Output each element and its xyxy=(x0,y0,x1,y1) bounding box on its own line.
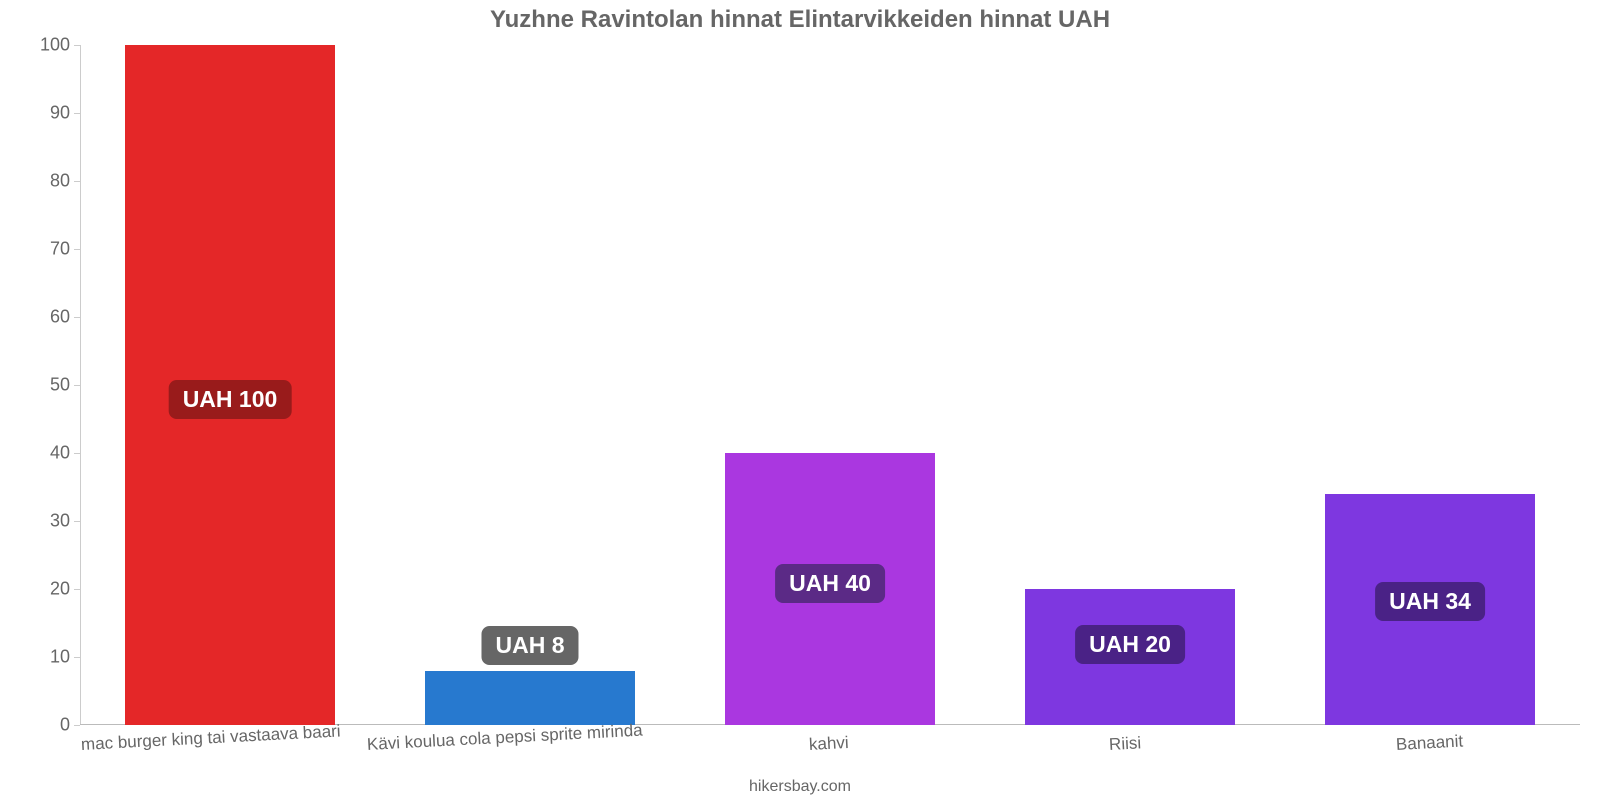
y-tick-label: 40 xyxy=(50,443,80,464)
y-tick-label: 90 xyxy=(50,103,80,124)
y-tick-label: 70 xyxy=(50,239,80,260)
bar-value-badge: UAH 20 xyxy=(1075,625,1185,664)
bar-value-badge: UAH 40 xyxy=(775,564,885,603)
bar: UAH 34 xyxy=(1325,494,1535,725)
x-tick-label: kahvi xyxy=(808,723,849,755)
y-tick-label: 80 xyxy=(50,171,80,192)
bar: UAH 40 xyxy=(725,453,935,725)
y-tick-label: 100 xyxy=(40,35,80,56)
bar-value-badge: UAH 8 xyxy=(481,626,578,665)
plot-area: UAH 100UAH 8UAH 40UAH 20UAH 34 010203040… xyxy=(80,45,1580,725)
y-tick-label: 20 xyxy=(50,579,80,600)
attribution-text: hikersbay.com xyxy=(0,778,1600,796)
y-tick-label: 0 xyxy=(60,715,80,736)
y-tick-label: 50 xyxy=(50,375,80,396)
x-tick-label: Riisi xyxy=(1108,723,1142,755)
price-bar-chart: Yuzhne Ravintolan hinnat Elintarvikkeide… xyxy=(0,0,1600,800)
chart-title: Yuzhne Ravintolan hinnat Elintarvikkeide… xyxy=(0,6,1600,34)
x-tick-label: Banaanit xyxy=(1395,721,1464,754)
bar-value-badge: UAH 34 xyxy=(1375,582,1485,621)
bar: UAH 100 xyxy=(125,45,335,725)
bars-container: UAH 100 UAH 8 UAH 40 UAH 20 UAH 34 xyxy=(80,45,1580,725)
bar-value-badge: UAH 100 xyxy=(169,380,292,419)
bar: UAH 20 xyxy=(1025,589,1235,725)
y-tick-label: 30 xyxy=(50,511,80,532)
y-tick-label: 60 xyxy=(50,307,80,328)
y-tick-label: 10 xyxy=(50,647,80,668)
